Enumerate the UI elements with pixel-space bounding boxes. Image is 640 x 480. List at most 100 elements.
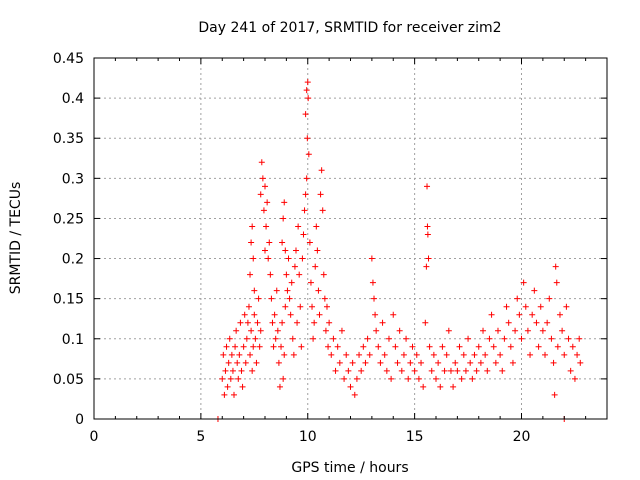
data-point [533, 319, 540, 326]
data-point [265, 255, 272, 262]
data-point [300, 231, 307, 238]
data-point [546, 295, 553, 302]
data-point [435, 359, 442, 366]
data-point [565, 335, 572, 342]
data-point [456, 343, 463, 350]
data-point [445, 327, 452, 334]
data-point [263, 223, 270, 230]
data-point [351, 391, 358, 398]
y-tick-label: 0.4 [62, 91, 84, 107]
data-point [385, 335, 392, 342]
data-point [312, 263, 319, 270]
data-point [341, 375, 348, 382]
data-point [527, 351, 534, 358]
data-point [305, 151, 312, 158]
data-point [224, 383, 231, 390]
data-point [325, 343, 332, 350]
data-point [531, 287, 538, 294]
data-point [258, 159, 265, 166]
data-point [272, 335, 279, 342]
data-point [262, 183, 268, 190]
data-point [415, 375, 422, 382]
data-point [425, 255, 432, 262]
data-point [267, 271, 274, 278]
y-tick-label: 0.25 [53, 211, 84, 227]
data-point [334, 343, 341, 350]
data-point [289, 335, 296, 342]
data-point [439, 343, 446, 350]
data-point [372, 311, 379, 318]
data-point [247, 271, 254, 278]
data-point [507, 343, 514, 350]
data-point [248, 239, 255, 246]
chart-title: Day 241 of 2017, SRMTID for receiver zim… [198, 20, 501, 36]
data-point [460, 351, 467, 358]
y-tick-label: 0.1 [62, 332, 84, 348]
data-point [571, 375, 578, 382]
data-point [356, 351, 363, 358]
data-point [336, 359, 343, 366]
data-point [477, 359, 484, 366]
x-tick-label: 15 [406, 429, 424, 445]
data-point [454, 367, 461, 374]
data-point [294, 319, 301, 326]
data-point [505, 319, 512, 326]
data-point [576, 335, 583, 342]
data-point [254, 319, 261, 326]
data-point [242, 359, 249, 366]
data-point [398, 367, 405, 374]
y-tick-label: 0.45 [53, 51, 84, 67]
data-point [274, 327, 281, 334]
data-point [424, 231, 431, 238]
data-point [433, 375, 439, 382]
data-point [379, 319, 386, 326]
data-point [250, 343, 257, 350]
data-point [490, 343, 497, 350]
x-tick-label: 0 [90, 429, 99, 445]
data-point [366, 351, 373, 358]
data-point [447, 367, 454, 374]
data-point [244, 319, 251, 326]
data-point [486, 335, 493, 342]
data-point [303, 175, 310, 182]
grid-lines [94, 58, 607, 419]
data-point [424, 223, 431, 230]
data-point [303, 87, 310, 94]
data-point [249, 367, 256, 374]
y-tick-label: 0.15 [53, 292, 84, 308]
data-point [467, 359, 474, 366]
x-tick-label: 5 [196, 429, 205, 445]
data-point [257, 191, 264, 198]
data-point [298, 343, 305, 350]
data-point [223, 343, 230, 350]
data-point [554, 343, 561, 350]
data-point [321, 295, 328, 302]
data-point [338, 327, 345, 334]
data-point [426, 343, 433, 350]
data-point [524, 327, 531, 334]
data-point [301, 207, 308, 214]
data-point [544, 319, 551, 326]
data-point [373, 327, 380, 334]
data-point [475, 343, 482, 350]
data-point [390, 311, 397, 318]
data-point [488, 311, 495, 318]
data-points [214, 79, 584, 422]
data-point [282, 303, 289, 310]
axis-ticks: 0 5 10 15 20 0 0.05 0.1 0.15 0.2 0.25 0.3 0.35 0.4 0.4… [53, 51, 607, 445]
data-point [349, 359, 356, 366]
data-point [396, 327, 403, 334]
data-point [518, 335, 525, 342]
data-point [407, 359, 414, 366]
data-point [413, 351, 420, 358]
data-point [280, 215, 287, 222]
data-point [563, 303, 570, 310]
data-point [248, 327, 255, 334]
data-point [514, 295, 521, 302]
data-point [509, 359, 516, 366]
data-point [252, 335, 259, 342]
data-point [304, 79, 311, 86]
plot-frame [93, 57, 608, 420]
data-point [256, 343, 263, 350]
